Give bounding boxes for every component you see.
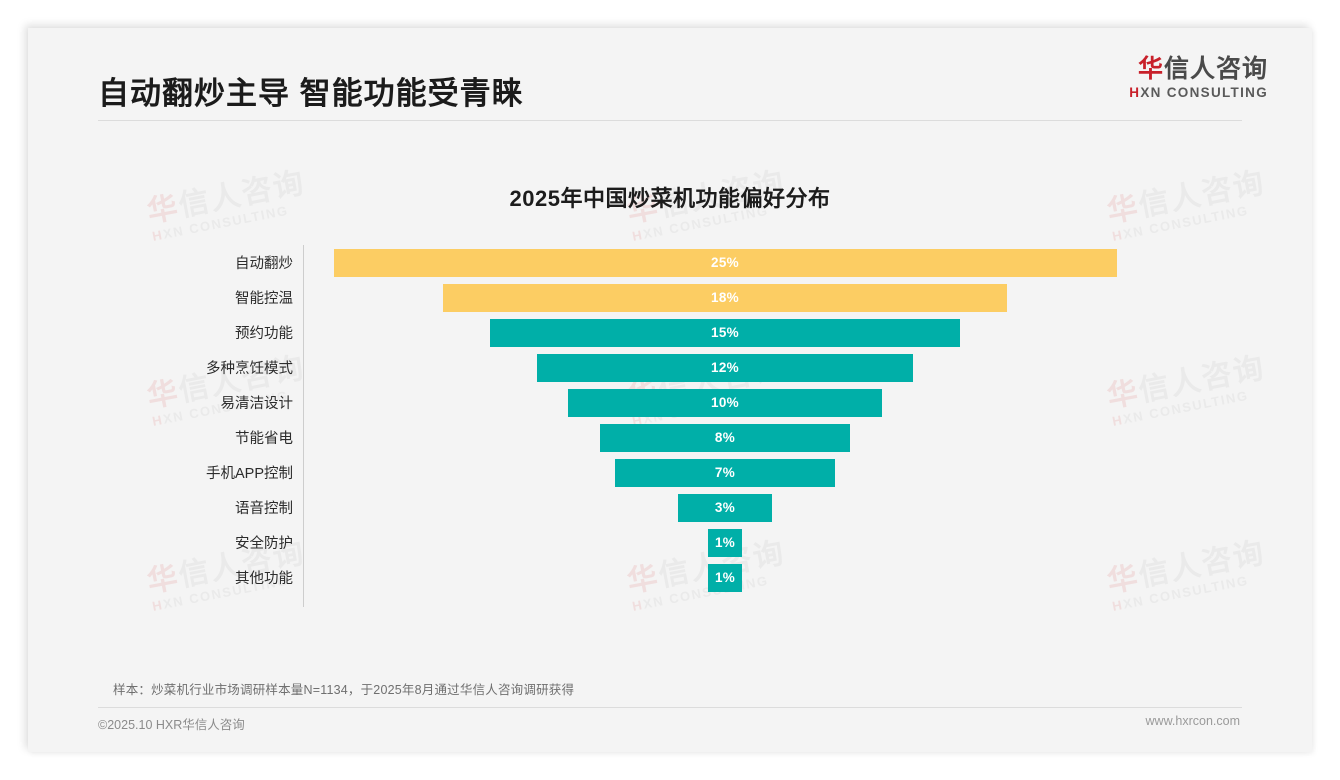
chart-row: 安全防护 1%: [28, 525, 1312, 560]
brand-logo-en: HXN CONSULTING: [1129, 85, 1268, 100]
chart-rows: 自动翻炒 25% 智能控温 18% 预约功能 15% 多种烹饪模式 12% 易清洁设计 10% 节能…: [28, 245, 1312, 595]
chart-category-label: 智能控温: [235, 291, 293, 307]
brand-logo: 华信人咨询 HXN CONSULTING: [1129, 56, 1268, 101]
brand-logo-en-accent: H: [1129, 85, 1141, 100]
page-title: 自动翻炒主导 智能功能受青睐: [98, 76, 524, 111]
chart-bar[interactable]: 8%: [599, 423, 851, 452]
chart-bar-track: 1%: [305, 525, 1145, 560]
chart-row: 其他功能 1%: [28, 560, 1312, 595]
chart-bar-value: 15%: [711, 325, 739, 340]
chart-row: 节能省电 8%: [28, 420, 1312, 455]
brand-logo-cn: 华信人咨询: [1129, 56, 1268, 83]
chart-row: 手机APP控制 7%: [28, 455, 1312, 490]
chart-bar[interactable]: 18%: [443, 283, 1007, 312]
chart-title: 2025年中国炒菜机功能偏好分布: [509, 186, 831, 211]
chart-row: 易清洁设计 10%: [28, 385, 1312, 420]
chart-bar-value: 25%: [711, 255, 739, 270]
chart-bar-value: 18%: [711, 290, 739, 305]
chart-bar-value: 10%: [711, 395, 739, 410]
chart-bar-value: 1%: [714, 535, 736, 550]
chart-bar-track: 15%: [305, 315, 1145, 350]
copyright-text: ©2025.10 HXR华信人咨询: [98, 718, 245, 732]
chart-bar-track: 18%: [305, 280, 1145, 315]
chart-bar-track: 8%: [305, 420, 1145, 455]
website-text: www.hxrcon.com: [1145, 714, 1240, 728]
chart-bar[interactable]: 10%: [568, 388, 882, 417]
chart-category-label: 易清洁设计: [220, 396, 294, 412]
chart-bar[interactable]: 3%: [678, 493, 772, 522]
chart-container: 2025年中国炒菜机功能偏好分布 自动翻炒 25% 智能控温 18% 预约功能 15% 多种…: [28, 133, 1312, 610]
slide-footer: ©2025.10 HXR华信人咨询 www.hxrcon.com: [28, 714, 1312, 736]
chart-bar-track: 10%: [305, 385, 1145, 420]
chart-bar[interactable]: 1%: [708, 563, 742, 592]
chart-category-label: 多种烹饪模式: [206, 361, 293, 377]
chart-category-label: 自动翻炒: [235, 256, 293, 272]
chart-category-label: 其他功能: [235, 571, 293, 587]
chart-plot-area: 自动翻炒 25% 智能控温 18% 预约功能 15% 多种烹饪模式 12% 易清洁设计 10% 节能…: [28, 245, 1312, 610]
chart-bar[interactable]: 15%: [490, 318, 960, 347]
chart-bar[interactable]: 1%: [708, 528, 742, 557]
chart-row: 自动翻炒 25%: [28, 245, 1312, 280]
chart-bar[interactable]: 7%: [615, 458, 835, 487]
chart-bar-track: 25%: [305, 245, 1145, 280]
chart-bar-track: 12%: [305, 350, 1145, 385]
chart-bar-track: 1%: [305, 560, 1145, 595]
slide-card: 华信人咨询 HXN CONSULTING 华信人咨询 HXN CONSULTING 华信…: [28, 28, 1312, 752]
chart-category-label: 语音控制: [235, 501, 293, 517]
chart-bar-value: 12%: [711, 360, 739, 375]
brand-logo-en-rest: XN CONSULTING: [1140, 85, 1268, 100]
chart-bar[interactable]: 12%: [537, 353, 913, 382]
chart-bar-value: 1%: [714, 570, 736, 585]
chart-category-label: 手机APP控制: [205, 466, 293, 482]
footer-divider: [98, 707, 1242, 708]
chart-bar-value: 3%: [714, 500, 736, 515]
chart-category-label: 安全防护: [235, 536, 293, 552]
chart-bar-track: 3%: [305, 490, 1145, 525]
brand-logo-cn-rest: 信人咨询: [1163, 55, 1268, 83]
chart-bar-value: 7%: [714, 465, 736, 480]
chart-category-label: 预约功能: [235, 326, 293, 342]
chart-row: 智能控温 18%: [28, 280, 1312, 315]
chart-row: 语音控制 3%: [28, 490, 1312, 525]
header-divider: [98, 120, 1242, 121]
chart-bar-track: 7%: [305, 455, 1145, 490]
chart-row: 多种烹饪模式 12%: [28, 350, 1312, 385]
chart-bar[interactable]: 25%: [333, 248, 1117, 277]
chart-bar-value: 8%: [714, 430, 736, 445]
slide-header: 自动翻炒主导 智能功能受青睐 华信人咨询 HXN CONSULTING: [28, 28, 1312, 128]
chart-row: 预约功能 15%: [28, 315, 1312, 350]
chart-axis-line: [303, 245, 304, 607]
brand-logo-cn-accent: 华: [1137, 55, 1164, 83]
chart-category-label: 节能省电: [235, 431, 293, 447]
source-note: 样本：炒菜机行业市场调研样本量N=1134，于2025年8月通过华信人咨询调研获…: [113, 683, 575, 697]
